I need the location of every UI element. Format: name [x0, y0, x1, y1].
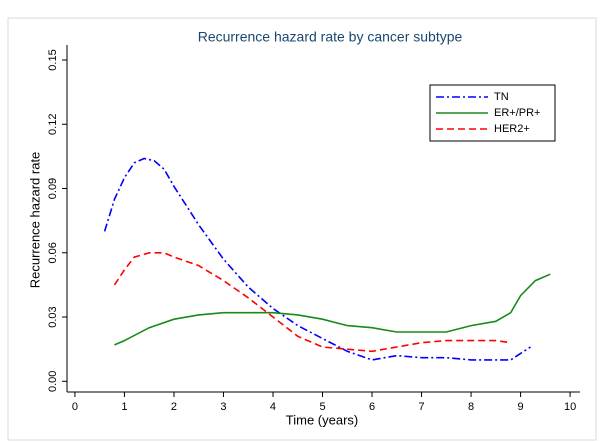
x-tick-label: 0	[72, 401, 78, 413]
y-axis-label: Recurrence hazard rate	[27, 152, 42, 289]
x-axis-label: Time (years)	[286, 412, 358, 427]
y-tick-label: 0.06	[47, 242, 59, 263]
x-tick-label: 9	[518, 401, 524, 413]
chart-title: Recurrence hazard rate by cancer subtype	[198, 29, 463, 45]
x-tick-label: 3	[220, 401, 226, 413]
chart-frame	[7, 17, 597, 441]
x-tick-label: 10	[564, 401, 576, 413]
x-tick-label: 8	[468, 401, 474, 413]
x-tick-label: 4	[270, 401, 276, 413]
x-tick-label: 7	[418, 401, 424, 413]
y-tick-label: 0.09	[47, 178, 59, 199]
x-tick-label: 2	[171, 401, 177, 413]
x-tick-label: 1	[121, 401, 127, 413]
y-tick-label: 0.00	[47, 371, 59, 392]
y-tick-label: 0.03	[47, 306, 59, 327]
legend-label: TN	[494, 91, 509, 103]
legend-label: ER+/PR+	[494, 107, 540, 119]
series-line	[114, 273, 551, 346]
series-line	[103, 157, 531, 361]
legend-label: HER2+	[494, 123, 530, 135]
x-tick-label: 5	[319, 401, 325, 413]
x-tick-label: 6	[369, 401, 375, 413]
y-tick-label: 0.12	[47, 114, 59, 135]
y-tick-label: 0.15	[47, 49, 59, 70]
